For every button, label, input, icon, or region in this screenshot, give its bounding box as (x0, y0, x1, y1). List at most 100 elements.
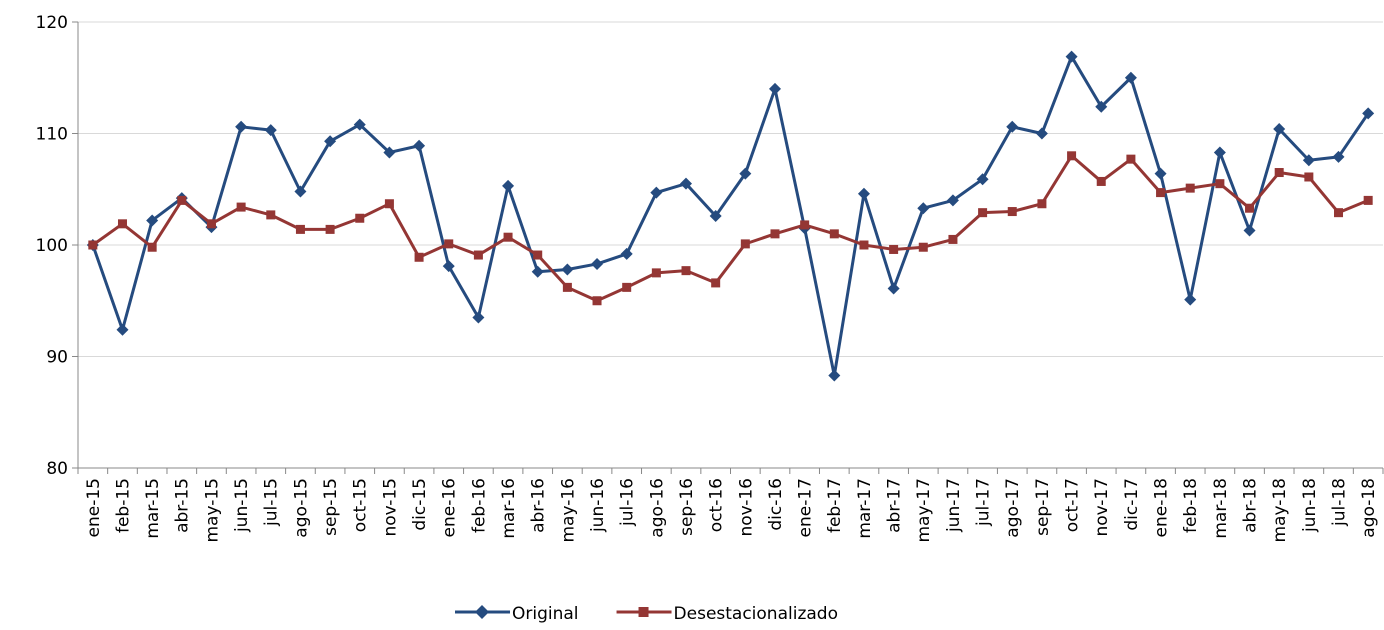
series-line (91, 154, 1369, 303)
data-point (1095, 100, 1108, 113)
data-point (413, 139, 426, 152)
data-point (1245, 203, 1255, 213)
data-point (1304, 172, 1314, 182)
data-point (88, 240, 98, 250)
legend: Original Desestacionalizado (455, 604, 838, 624)
data-point (442, 260, 455, 273)
legend-marker (475, 605, 489, 619)
data-point (889, 244, 899, 254)
data-point (502, 179, 515, 192)
x-tick-label: ago-17 (1003, 478, 1023, 538)
data-point (887, 282, 900, 295)
y-tick-label: 100 (36, 236, 68, 256)
data-point (1215, 179, 1225, 189)
data-point (531, 265, 544, 278)
data-point (770, 229, 780, 239)
data-point (800, 220, 810, 230)
data-point (444, 239, 454, 249)
data-point (1067, 151, 1077, 161)
x-tick-label: nov-16 (736, 478, 756, 537)
x-tick-label: nov-15 (380, 478, 400, 537)
legend-marker (638, 607, 649, 617)
y-tick-label: 110 (36, 125, 68, 145)
x-tick-label: mar-15 (143, 478, 163, 539)
data-point (592, 296, 602, 306)
x-tick-label: jul-16 (618, 478, 638, 527)
data-point (1124, 71, 1137, 84)
x-tick-label: dic-17 (1122, 478, 1142, 531)
data-point (709, 210, 722, 223)
data-point (768, 82, 781, 95)
data-point (1363, 195, 1373, 205)
x-tick-label: jul-18 (1329, 478, 1349, 527)
data-point (1302, 154, 1315, 167)
x-tick-label: mar-16 (499, 478, 519, 539)
legend-label: Original (512, 604, 579, 624)
data-point (1213, 146, 1226, 159)
x-tick-label: feb-16 (469, 478, 489, 533)
data-point (562, 282, 572, 292)
x-tick-label: ago-18 (1359, 478, 1379, 538)
x-tick-label: dic-15 (410, 478, 430, 531)
data-point (1035, 127, 1048, 140)
data-point (503, 232, 513, 242)
x-tick-label: nov-17 (1092, 478, 1112, 537)
data-point (116, 323, 129, 336)
data-point (1184, 293, 1197, 306)
x-tick-label: abr-17 (885, 478, 905, 533)
data-point (533, 250, 543, 260)
x-tick-label: abr-15 (173, 478, 193, 533)
data-point (1126, 154, 1136, 164)
data-point (177, 195, 187, 205)
x-tick-label: oct-15 (351, 478, 371, 532)
data-point (414, 252, 424, 262)
data-point (857, 187, 870, 200)
data-point (1007, 207, 1017, 217)
data-point (1243, 224, 1256, 237)
x-tick-label: jul-17 (974, 478, 994, 527)
data-point (620, 247, 633, 260)
x-tick-label: jul-15 (262, 478, 282, 527)
x-tick-label: jun-17 (944, 478, 964, 533)
x-tick-label: abr-16 (529, 478, 549, 533)
data-point (355, 213, 365, 223)
x-tick-label: sep-17 (1033, 478, 1053, 536)
data-point (1334, 208, 1344, 218)
x-tick-label: mar-18 (1211, 478, 1231, 539)
data-point (651, 268, 661, 278)
data-point (146, 214, 159, 227)
data-point (946, 194, 959, 207)
x-tick-label: ene-18 (1152, 478, 1172, 537)
y-tick-label: 90 (46, 348, 68, 368)
x-tick-label: may-17 (914, 478, 934, 543)
data-point (859, 240, 869, 250)
data-point (473, 250, 483, 260)
data-point (828, 369, 841, 382)
data-point (591, 257, 604, 270)
x-tick-label: jun-16 (588, 478, 608, 533)
data-point (917, 202, 930, 215)
data-point (384, 199, 394, 209)
x-tick-label: may-18 (1270, 478, 1290, 543)
data-point (1185, 183, 1195, 193)
data-point (622, 282, 632, 292)
data-point (711, 278, 721, 288)
data-point (472, 311, 485, 324)
data-point (264, 124, 277, 137)
x-tick-label: oct-16 (707, 478, 727, 532)
x-tick-label: ago-15 (291, 478, 311, 538)
data-point (1006, 120, 1019, 133)
x-tick-label: dic-16 (766, 478, 786, 531)
data-point (740, 239, 750, 249)
series-line (91, 55, 1370, 377)
x-tick-label: feb-18 (1181, 478, 1201, 533)
data-point (1065, 50, 1078, 63)
data-point (206, 219, 216, 229)
x-tick-label: sep-15 (321, 478, 341, 536)
data-point (1274, 168, 1284, 178)
data-point (266, 210, 276, 220)
data-point (1362, 107, 1375, 120)
data-point (681, 266, 691, 276)
x-tick-label: mar-17 (855, 478, 875, 539)
